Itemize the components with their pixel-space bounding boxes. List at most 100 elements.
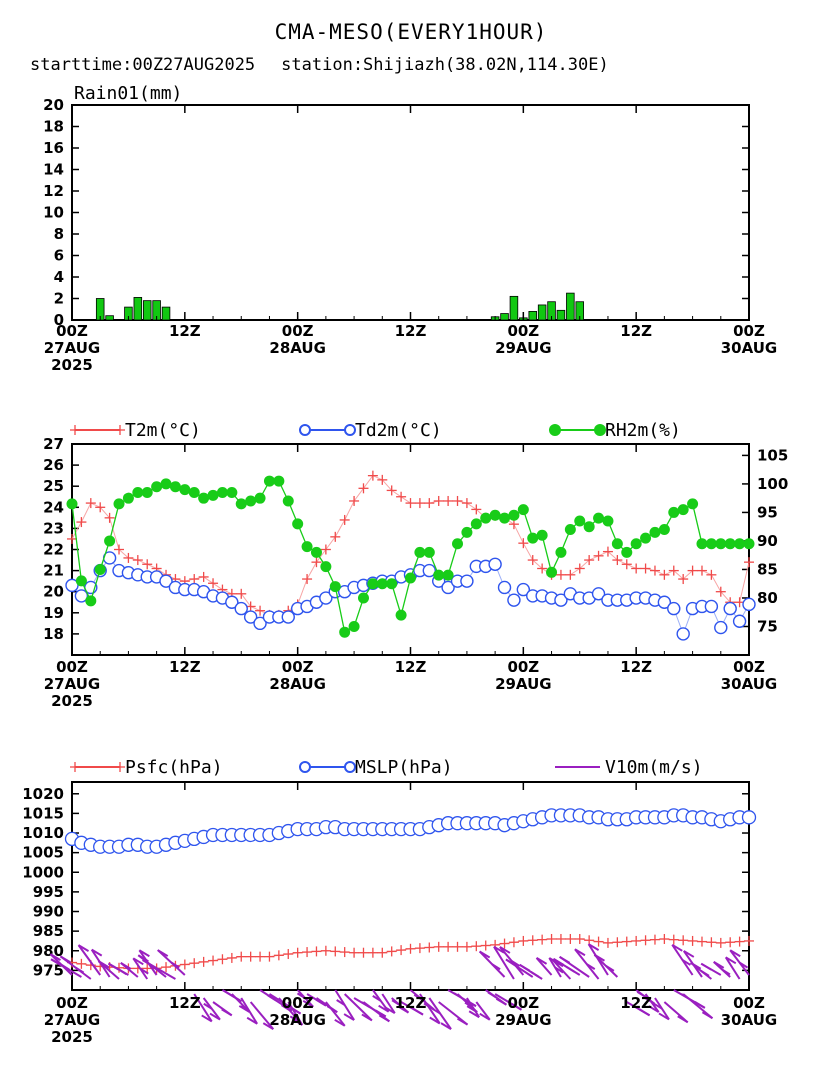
legend-label: T2m(°C) — [125, 420, 201, 441]
rain-ytick-label: 2 — [54, 290, 64, 308]
wind-barb-feather — [289, 1015, 301, 1024]
legend-marker — [70, 425, 80, 435]
td2m-point — [243, 610, 258, 624]
wind-barb-feather — [142, 959, 154, 967]
t2m-point — [433, 495, 444, 506]
rain-bar — [556, 309, 566, 321]
rh2m-point — [508, 509, 520, 521]
wind-barb-feather — [487, 991, 497, 999]
pres-xtick-label: 00Z — [733, 994, 765, 1012]
psfc-point — [508, 937, 519, 948]
wind-barb-feather — [372, 995, 382, 1002]
psfc-point — [499, 938, 510, 949]
rain-ytick-label: 14 — [43, 161, 64, 179]
t2m-point — [236, 588, 247, 599]
rh-ytick-label: 85 — [757, 560, 778, 578]
wind-barb-feather — [91, 948, 103, 957]
temp-xtick-label: 00Z — [56, 658, 88, 676]
temp-ytick-label: 20 — [43, 583, 64, 601]
rh2m-point — [743, 538, 755, 550]
t2m-point — [114, 544, 125, 555]
pres-ytick-label: 1020 — [22, 785, 64, 803]
t2m-point — [706, 569, 717, 580]
psfc-point — [179, 959, 190, 970]
t2m-point — [358, 483, 369, 494]
wind-barb — [419, 993, 441, 1025]
wind-barb — [343, 993, 373, 1022]
t2m-point — [668, 565, 679, 576]
legend-label: RH2m(%) — [605, 420, 681, 441]
rh2m-point — [104, 535, 116, 547]
temp-ytick-label: 21 — [43, 562, 64, 580]
psfc-point — [715, 937, 726, 948]
td2m-point — [554, 593, 568, 607]
wind-barb-feather — [281, 1004, 291, 1012]
psfc-point — [302, 947, 313, 958]
rain-xtick-label: 12Z — [395, 322, 427, 340]
td2m-point — [667, 601, 681, 616]
psfc-point — [377, 947, 388, 958]
t2m-point — [76, 517, 87, 528]
temp-ytick-label: 22 — [43, 541, 64, 559]
legend-label: Td2m(°C) — [355, 420, 442, 441]
rh2m-point — [113, 498, 125, 510]
wind-barb-feather — [170, 961, 180, 969]
rh2m-point — [414, 546, 426, 558]
wind-barb-feather — [334, 1018, 346, 1027]
td2m-point — [591, 587, 606, 601]
wind-barb-feather — [593, 953, 605, 962]
rain-bar — [105, 315, 114, 321]
wind-barb-feather — [559, 955, 571, 964]
psfc-point — [471, 941, 482, 952]
psfc-point — [668, 934, 679, 945]
psfc-point — [725, 937, 736, 948]
wind-barb-feather — [468, 1010, 480, 1019]
wind-barb-feather — [511, 960, 521, 967]
t2m-point — [123, 552, 134, 563]
wind-barb-feather — [701, 1011, 713, 1020]
rh2m-point — [499, 512, 511, 524]
legend-marker — [115, 762, 125, 772]
legend-marker — [344, 424, 356, 436]
psfc-point — [236, 951, 247, 962]
wind-barb-feather — [302, 999, 314, 1008]
psfc-point — [631, 935, 642, 946]
psfc-point — [461, 941, 472, 952]
wind-barb-feather — [391, 999, 401, 1007]
wind-barb-feather — [221, 1008, 233, 1017]
rain-axis-label: Rain01(mm) — [74, 83, 182, 104]
rain-ytick-label: 0 — [54, 311, 64, 329]
wind-barb-feather — [203, 1002, 213, 1010]
t2m-point — [678, 574, 689, 585]
t2m-point — [537, 563, 548, 574]
td2m-point — [676, 627, 690, 641]
rh-ytick-label: 105 — [757, 446, 788, 464]
wind-barb-feather — [510, 1002, 522, 1011]
temp-xtick-label: 29AUG — [495, 675, 552, 693]
rh2m-point — [405, 572, 416, 584]
rh2m-point — [395, 609, 407, 621]
rain-xtick-label: 28AUG — [269, 339, 326, 357]
wind-barb — [593, 954, 619, 978]
wind-barb-feather — [384, 1006, 396, 1014]
td2m-point — [422, 563, 437, 578]
rh2m-point — [367, 578, 379, 590]
wind-barb-feather — [336, 999, 346, 1006]
td2m-point — [714, 620, 728, 635]
wind-barb — [499, 946, 525, 976]
rh2m-point — [386, 578, 398, 590]
temp-xtick-label: 28AUG — [269, 675, 326, 693]
chart-subtitle: starttime:00Z27AUG2025 station:Shijiazh(3… — [30, 55, 609, 75]
rh2m-point — [527, 532, 539, 544]
td2m-point — [281, 610, 295, 624]
temp-ytick-label: 23 — [43, 519, 64, 537]
legend-label: V10m(m/s) — [605, 757, 703, 778]
psfc-point — [396, 945, 407, 956]
t2m-point — [414, 498, 425, 509]
t2m-point — [377, 474, 388, 485]
wind-barb — [552, 959, 572, 980]
wind-barb-feather — [536, 957, 548, 965]
wind-barb-feather — [725, 956, 737, 965]
td2m-point — [507, 593, 521, 607]
psfc-point — [386, 946, 397, 957]
